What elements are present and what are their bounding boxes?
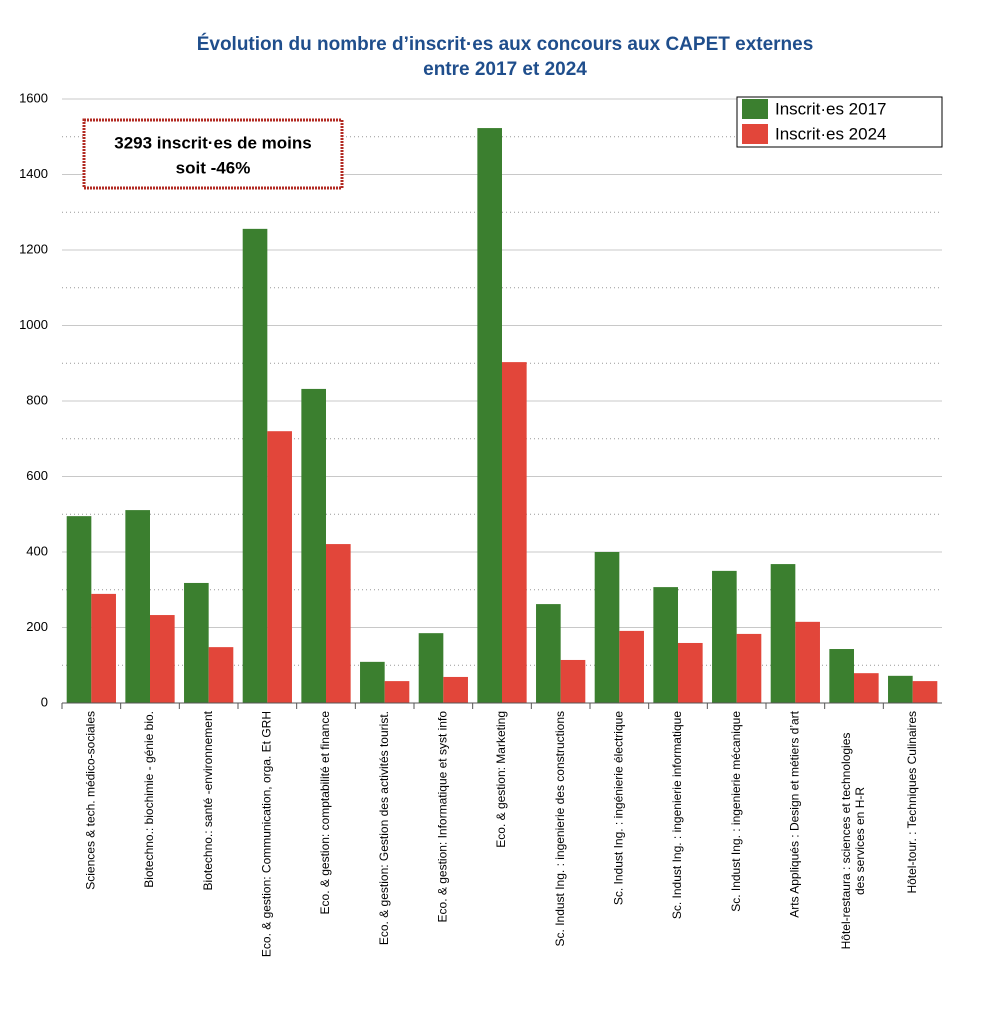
bar <box>736 633 762 703</box>
x-tick-label: Eco. & gestion: comptabilité et finance <box>318 711 332 915</box>
bar <box>208 647 234 703</box>
y-tick-label: 1400 <box>19 166 48 181</box>
bar <box>712 570 737 703</box>
y-tick-label: 1200 <box>19 241 48 256</box>
x-tick-label: Biotechno.: biochimie - génie bio. <box>142 711 156 888</box>
bar <box>560 659 586 703</box>
chart-title: Évolution du nombre d’inscrit·es aux con… <box>197 33 814 55</box>
bar <box>888 675 913 703</box>
bar <box>536 604 561 703</box>
bar <box>770 564 796 703</box>
y-tick-label: 0 <box>41 694 48 709</box>
annotation-box <box>82 118 344 190</box>
bar <box>502 362 527 703</box>
legend-box <box>736 96 943 148</box>
bar <box>184 582 209 703</box>
bar <box>91 593 116 703</box>
bar <box>418 633 444 703</box>
y-tick-label: 1000 <box>19 317 48 332</box>
y-tick-label: 800 <box>26 392 48 407</box>
legend-label: Inscrit·es 2017 <box>775 99 887 118</box>
x-tick-label: Eco. & gestion: Informatique et syst inf… <box>436 711 450 923</box>
bar <box>326 544 351 703</box>
x-tick-label: Hôtel-restaura : sciences et technologie… <box>839 733 867 950</box>
x-tick-label: Biotechno.: santé -environnement <box>201 710 215 890</box>
y-tick-label: 600 <box>26 468 48 483</box>
annotation: soit -46% <box>176 158 251 177</box>
chart-title: entre 2017 et 2024 <box>423 59 587 80</box>
bar <box>125 510 150 703</box>
legend-swatch <box>742 99 768 119</box>
bar <box>360 661 385 703</box>
x-tick-label: Eco. & gestion: Communication, orga. Et … <box>260 711 274 957</box>
x-tick-label: Sc. Indust Ing. : ingenierie mécanique <box>729 711 743 912</box>
bar <box>150 615 175 703</box>
bar <box>443 676 468 703</box>
bar <box>384 681 410 703</box>
bar <box>66 516 92 703</box>
x-tick-label: Eco. & gestion: Marketing <box>494 711 508 848</box>
x-tick-label: Sciences & tech. médico-sociales <box>84 711 98 890</box>
x-tick-label: Eco. & gestion: Gestion des activités to… <box>377 711 391 945</box>
bar <box>854 673 879 703</box>
bar <box>829 649 854 703</box>
bar <box>477 128 502 703</box>
bar <box>242 228 268 704</box>
legend-swatch <box>742 124 768 144</box>
x-tick-label: Sc. Indust Ing. : ingénierie électrique <box>612 711 626 905</box>
bar <box>619 630 644 703</box>
bar <box>301 388 326 703</box>
bar <box>912 681 938 703</box>
x-tick-label: Sc. Indust Ing. : ingenierie des constru… <box>553 711 567 946</box>
bar <box>267 431 292 703</box>
y-tick-label: 1600 <box>19 90 48 105</box>
bar <box>678 642 703 703</box>
x-tick-label: Arts Appliqués : Design et métiers d’art <box>788 710 802 917</box>
legend-label: Inscrit·es 2024 <box>775 124 887 143</box>
bar <box>795 621 820 703</box>
bar <box>653 587 678 703</box>
x-tick-label: Sc. Indust Ing. : ingenierie informatiqu… <box>670 711 684 919</box>
y-tick-label: 200 <box>26 619 48 634</box>
y-tick-label: 400 <box>26 543 48 558</box>
annotation: 3293 inscrit·es de moins <box>114 133 311 152</box>
bar <box>594 552 620 703</box>
x-tick-label: Hôtel-tour. : Techniques Culinaires <box>905 711 919 894</box>
